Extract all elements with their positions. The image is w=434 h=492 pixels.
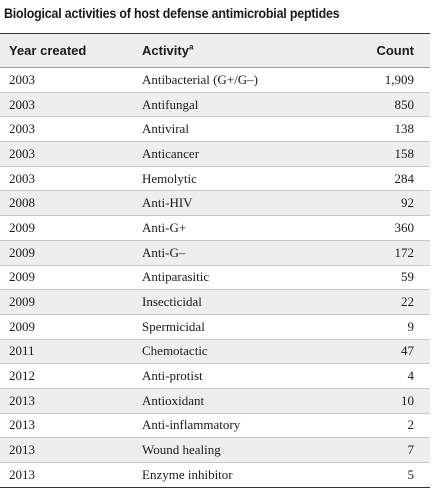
count-cell: 5 xyxy=(407,466,415,482)
table-row: 2008 Anti-HIV 92 xyxy=(0,190,430,217)
activities-table: Year created Activitya Count 2003 Antibac… xyxy=(0,33,430,488)
activity-cell: Chemotactic xyxy=(133,339,341,365)
count-cell: 284 xyxy=(340,166,430,192)
header-count: Count xyxy=(340,33,430,68)
year-cell: 2008 xyxy=(0,190,133,217)
activity-cell: Spermicidal xyxy=(133,314,341,340)
activity-cell: Antioxidant xyxy=(133,388,341,414)
header-activity: Activitya xyxy=(133,33,341,68)
year-cell: 2003 xyxy=(0,166,133,192)
count-cell: 158 xyxy=(340,141,430,167)
table-row: 2013 Enzyme inhibitor 5 xyxy=(0,463,430,488)
table-title: Biological activities of host defense an… xyxy=(4,6,340,21)
year-cell: 2012 xyxy=(0,363,133,389)
table-row: 2003 Antifungal 850 xyxy=(0,92,430,118)
footnote-marker: a xyxy=(188,42,194,52)
activity-cell: Hemolytic xyxy=(133,166,341,192)
year-cell: 2013 xyxy=(0,388,133,414)
table-row: 2003 Hemolytic 284 xyxy=(0,166,430,192)
table-row: 2013 Wound healing 7 xyxy=(0,437,430,463)
table-row: 2009 Anti-G+ 360 xyxy=(0,215,430,241)
activity-cell: Antiviral xyxy=(133,116,341,143)
year-cell: 2003 xyxy=(0,92,133,118)
table-row: 2009 Anti-G– 172 xyxy=(0,240,430,266)
activity-cell: Anti-HIV xyxy=(133,190,341,217)
count-cell: 10 xyxy=(340,388,430,414)
table-row: 2013 Antioxidant 10 xyxy=(0,388,430,414)
count-cell: 9 xyxy=(340,314,430,340)
header-year: Year created xyxy=(0,33,133,68)
activity-cell: Anti-G– xyxy=(133,240,341,266)
year-cell: 2009 xyxy=(0,265,133,291)
activity-cell: Anticancer xyxy=(133,141,341,167)
year-cell: 2013 xyxy=(9,466,35,482)
count-cell: 1,909 xyxy=(340,67,430,93)
activity-cell: Anti-inflammatory xyxy=(133,413,341,439)
table-row: 2003 Anticancer 158 xyxy=(0,141,430,167)
count-cell: 92 xyxy=(340,190,430,217)
activity-cell: Antibacterial (G+/G–) xyxy=(133,67,341,93)
table-body: 2003 Antibacterial (G+/G–) 1,909 2003 Antifu… xyxy=(0,67,430,488)
activity-cell: Anti-protist xyxy=(133,363,341,389)
count-cell: 172 xyxy=(340,240,430,266)
activity-cell: Anti-G+ xyxy=(133,215,341,241)
year-cell: 2013 xyxy=(0,413,133,439)
count-cell: 22 xyxy=(340,289,430,315)
table-row: 2009 Spermicidal 9 xyxy=(0,314,430,340)
count-cell: 360 xyxy=(340,215,430,241)
year-cell: 2003 xyxy=(0,141,133,167)
count-cell: 850 xyxy=(340,92,430,118)
activity-cell: Antifungal xyxy=(133,92,341,118)
table-row: 2009 Insecticidal 22 xyxy=(0,289,430,315)
table-row: 2013 Anti-inflammatory 2 xyxy=(0,413,430,439)
year-cell: 2013 xyxy=(0,437,133,463)
activity-cell: Wound healing xyxy=(133,437,341,463)
activity-cell: Antiparasitic xyxy=(133,265,341,291)
activity-cell: Insecticidal xyxy=(133,289,341,315)
year-cell: 2003 xyxy=(0,116,133,143)
year-cell: 2009 xyxy=(0,289,133,315)
count-cell: 2 xyxy=(340,413,430,439)
year-cell: 2003 xyxy=(0,67,133,93)
year-cell: 2011 xyxy=(0,339,133,365)
table-row: 2003 Antibacterial (G+/G–) 1,909 xyxy=(0,67,430,93)
table-row: 2003 Antiviral 138 xyxy=(0,116,430,143)
year-cell: 2009 xyxy=(0,240,133,266)
count-cell: 59 xyxy=(340,265,430,291)
table-row: 2012 Anti-protist 4 xyxy=(0,363,430,389)
table-row: 2011 Chemotactic 47 xyxy=(0,339,430,365)
count-cell: 138 xyxy=(340,116,430,143)
count-cell: 7 xyxy=(340,437,430,463)
activity-cell: Enzyme inhibitor xyxy=(142,466,233,482)
header-row: Year created Activitya Count xyxy=(0,33,430,68)
year-cell: 2009 xyxy=(0,314,133,340)
header-activity-label: Activity xyxy=(142,43,189,58)
year-cell: 2009 xyxy=(0,215,133,241)
count-cell: 47 xyxy=(340,339,430,365)
table-row: 2009 Antiparasitic 59 xyxy=(0,265,430,291)
count-cell: 4 xyxy=(340,363,430,389)
